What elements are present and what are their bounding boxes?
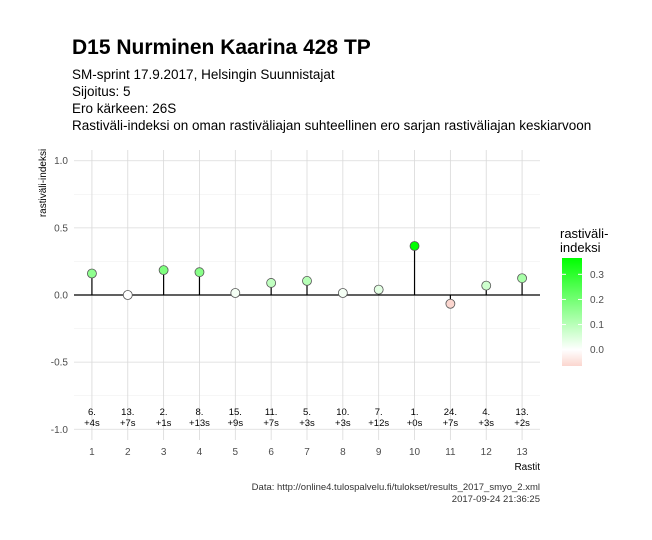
rank-label: 13. [515, 407, 528, 418]
data-point [158, 265, 169, 276]
data-point [87, 268, 97, 279]
data-point [373, 284, 384, 295]
data-point [337, 288, 348, 298]
subtitle-line-2: Sijoitus: 5 [72, 84, 131, 99]
data-point [481, 280, 492, 291]
rank-label: 24. [444, 407, 457, 418]
time-diff-label: +4s [84, 418, 100, 429]
annotations: 6.+4s13.+7s2.+1s8.+13s15.+9s11.+7s5.+3s1… [84, 407, 530, 429]
chart-title: D15 Nurminen Kaarina 428 TP [72, 36, 371, 59]
rank-label: 1. [411, 407, 419, 418]
x-tick-label: 13 [517, 447, 529, 458]
rank-label: 13. [121, 407, 134, 418]
x-tick-label: 11 [445, 447, 456, 458]
legend-tick-label: 0.0 [590, 345, 604, 356]
subtitle-line-1: SM-sprint 17.9.2017, Helsingin Suunnista… [72, 67, 335, 82]
legend-title-line-2: indeksi [560, 240, 601, 255]
time-diff-label: +7s [263, 418, 279, 429]
x-tick-label: 12 [481, 447, 493, 458]
rank-label: 15. [229, 407, 242, 418]
time-diff-label: +13s [189, 418, 210, 429]
data-point [445, 298, 456, 309]
x-axis-label: Rastit [514, 462, 540, 473]
x-tick-label: 10 [409, 447, 421, 458]
plot-area: 6.+4s13.+7s2.+1s8.+13s15.+9s11.+7s5.+3s1… [51, 150, 540, 458]
time-diff-label: +7s [120, 418, 136, 429]
legend-tick-label: 0.2 [590, 295, 604, 306]
x-tick-label: 2 [125, 447, 131, 458]
x-tick-label: 3 [161, 447, 167, 458]
legend-tick-label: 0.1 [590, 320, 604, 331]
y-tick-label: -1.0 [51, 425, 69, 436]
data-point [409, 241, 420, 251]
y-tick-label: 1.0 [54, 156, 68, 167]
time-diff-label: +2s [514, 418, 530, 429]
x-tick-label: 9 [376, 447, 382, 458]
x-tick-label: 8 [340, 447, 346, 458]
time-diff-label: +0s [407, 418, 423, 429]
rank-label: 5. [303, 407, 311, 418]
time-diff-label: +1s [156, 418, 172, 429]
data-point [230, 288, 241, 298]
rank-label: 7. [375, 407, 383, 418]
time-diff-label: +7s [443, 418, 459, 429]
time-diff-label: +9s [228, 418, 244, 429]
rank-label: 4. [482, 407, 490, 418]
y-tick-label: 0.5 [54, 223, 68, 234]
rank-label: 6. [88, 407, 96, 418]
x-tick-label: 5 [233, 447, 239, 458]
subtitle-line-4: Rastiväli-indeksi on oman rastiväliajan … [72, 118, 591, 133]
data-point [266, 278, 277, 288]
legend-colorbar [562, 258, 582, 366]
time-diff-label: +3s [478, 418, 494, 429]
data-point [302, 276, 312, 286]
timestamp-caption: 2017-09-24 21:36:25 [452, 494, 540, 505]
subtitle-line-3: Ero kärkeen: 26S [72, 101, 176, 116]
data-point [517, 273, 527, 284]
x-tick-label: 7 [304, 447, 310, 458]
rank-label: 2. [160, 407, 168, 418]
legend-title-line-1: rastiväli- [560, 226, 608, 241]
time-diff-label: +12s [368, 418, 389, 429]
legend-tick-label: 0.3 [590, 270, 604, 281]
rank-label: 11. [265, 407, 278, 418]
time-diff-label: +3s [299, 418, 315, 429]
data-point [122, 290, 133, 300]
rank-label: 10. [336, 407, 349, 418]
y-tick-label: -0.5 [51, 358, 69, 369]
legend: rastiväli- indeksi 0.3 0.2 0.1 0.0 [560, 226, 608, 366]
data-points [87, 241, 527, 309]
y-tick-label: 0.0 [54, 291, 68, 302]
x-axis-ticks: 1 2 3 4 5 6 7 8 9 10 11 12 13 [89, 447, 528, 458]
data-point [194, 267, 205, 278]
time-diff-label: +3s [335, 418, 351, 429]
rank-label: 8. [195, 407, 203, 418]
data-source-caption: Data: http://online4.tulospalvelu.fi/tul… [252, 482, 540, 493]
y-axis-label: rastiväli-indeksi [38, 149, 49, 217]
legend-ticks: 0.3 0.2 0.1 0.0 [562, 270, 604, 356]
x-tick-label: 1 [89, 447, 95, 458]
y-axis-ticks: -1.0 -0.5 0.0 0.5 1.0 [51, 156, 69, 436]
x-tick-label: 6 [268, 447, 274, 458]
x-tick-label: 4 [197, 447, 203, 458]
